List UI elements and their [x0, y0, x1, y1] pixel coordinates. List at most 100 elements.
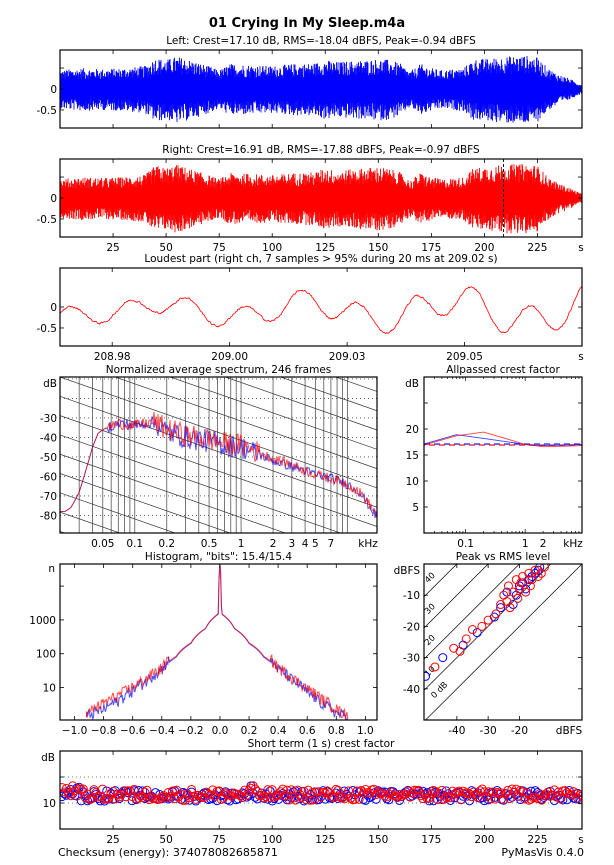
- x-tick-label: 0.8: [328, 725, 345, 737]
- y-tick-label: -10: [403, 590, 420, 602]
- left-data-point: [502, 587, 512, 597]
- x-axis-label: kHz: [358, 538, 378, 550]
- y-tick-label: -80: [40, 510, 57, 522]
- y-axis-label: dB: [43, 378, 57, 390]
- loudest-part-frame: [59, 267, 583, 347]
- left-crest-point: [575, 795, 582, 805]
- x-tick-label: −0.2: [178, 725, 204, 737]
- right-data-point: [491, 609, 501, 619]
- right-crest-point: [484, 787, 494, 797]
- right-histogram-line: [85, 564, 349, 720]
- right-crest-point: [477, 784, 487, 794]
- slope-line: [279, 377, 377, 412]
- slope-line: [60, 473, 232, 533]
- left-data-point: [535, 564, 545, 572]
- y-axis-label: dB: [405, 378, 419, 390]
- x-tick-label: 225: [527, 834, 547, 846]
- right-crest-point: [441, 793, 451, 803]
- right-data-point: [449, 643, 459, 653]
- spectrum-grid: [60, 223, 377, 739]
- chart-title: Short term (1 s) crest factor: [248, 738, 395, 750]
- x-tick-label: 4: [302, 538, 309, 550]
- allpass-frame: [423, 376, 583, 534]
- right-crest-point: [333, 785, 343, 795]
- chart-title: Histogram, "bits": 15.4/15.4: [145, 551, 292, 563]
- right-crest-point: [125, 786, 135, 796]
- left-spectrum-line: [60, 416, 377, 519]
- y-tick-label: 0: [50, 84, 57, 96]
- x-tick-label: 0.6: [299, 725, 316, 737]
- right-crest-point: [119, 786, 129, 796]
- right-crest-point: [577, 791, 582, 801]
- right-crest-point: [575, 790, 582, 800]
- right-crest-point: [269, 792, 279, 802]
- right-allpass-line: [423, 431, 583, 448]
- right-crest-point: [257, 790, 267, 800]
- right-crest-point: [297, 792, 307, 802]
- right-crest-point: [562, 787, 572, 797]
- right-crest-point: [490, 794, 500, 804]
- right-crest-point: [545, 791, 555, 801]
- diagonal-label: 10: [423, 664, 438, 679]
- right-crest-point: [284, 795, 294, 805]
- right-data-point: [539, 564, 549, 572]
- right-crest-point: [456, 794, 466, 804]
- right-crest-point: [299, 786, 309, 796]
- right-crest-point: [518, 787, 528, 797]
- left-crest-point: [225, 796, 235, 806]
- slope-line: [60, 223, 377, 334]
- slope-line: [60, 434, 342, 533]
- crest-diagonal-line: [424, 564, 489, 629]
- y-axis-label: dB: [41, 752, 55, 764]
- left-data-point: [424, 671, 431, 681]
- right-crest-point: [104, 793, 114, 803]
- x-tick-label: 50: [159, 242, 172, 254]
- x-axis-label: s: [578, 242, 583, 254]
- x-tick-label: 100: [262, 834, 282, 846]
- right-crest-point: [356, 785, 366, 795]
- right-crest-point: [346, 793, 356, 803]
- right-crest-point: [322, 786, 332, 796]
- right-crest-point: [371, 790, 381, 800]
- right-crest-point: [121, 792, 131, 802]
- left-crest-point: [265, 786, 275, 796]
- right-data-point: [461, 634, 471, 644]
- right-crest-point: [515, 785, 525, 795]
- y-tick-label: -50: [40, 452, 57, 464]
- diagonal-label: 20: [423, 633, 438, 648]
- right-crest-point: [195, 791, 205, 801]
- chart-title: Peak vs RMS level: [456, 551, 551, 563]
- x-tick-label: 150: [368, 834, 388, 846]
- left-crest-point: [197, 789, 207, 799]
- x-tick-label: 0.1: [126, 538, 143, 550]
- right-crest-point: [469, 787, 479, 797]
- right-crest-point: [303, 785, 313, 795]
- slope-line: [60, 628, 377, 739]
- x-tick-label: 0.1: [457, 538, 474, 550]
- right-crest-point: [526, 794, 536, 804]
- right-crest-point: [492, 787, 502, 797]
- x-tick-label: 1: [522, 538, 529, 550]
- x-tick-label: 0.05: [91, 538, 114, 550]
- short-term-crest-frame: [59, 750, 583, 830]
- x-tick-label: 3: [288, 538, 295, 550]
- right-crest-point: [405, 792, 415, 802]
- right-crest-point: [403, 786, 413, 796]
- y-tick-label: -0.5: [37, 105, 58, 117]
- y-axis-label: dBFS: [394, 565, 421, 577]
- right-crest-point: [424, 793, 434, 803]
- x-tick-label: -40: [448, 725, 465, 737]
- crest-diagonal-line: [424, 564, 458, 598]
- right-crest-point: [170, 794, 180, 804]
- right-crest-point: [554, 787, 564, 797]
- left-histogram-line: [85, 564, 348, 720]
- chart-title: Loudest part (right ch, 7 samples > 95% …: [144, 253, 497, 265]
- right-crest-point: [97, 784, 107, 794]
- right-crest-point: [486, 794, 496, 804]
- right-crest-point: [350, 794, 360, 804]
- x-tick-label: 50: [159, 834, 172, 846]
- y-tick-label: 10: [43, 683, 56, 695]
- left-waveform-chart: Left: Crest=17.10 dB, RMS=-18.04 dBFS, P…: [37, 35, 583, 129]
- right-crest-point: [465, 789, 475, 799]
